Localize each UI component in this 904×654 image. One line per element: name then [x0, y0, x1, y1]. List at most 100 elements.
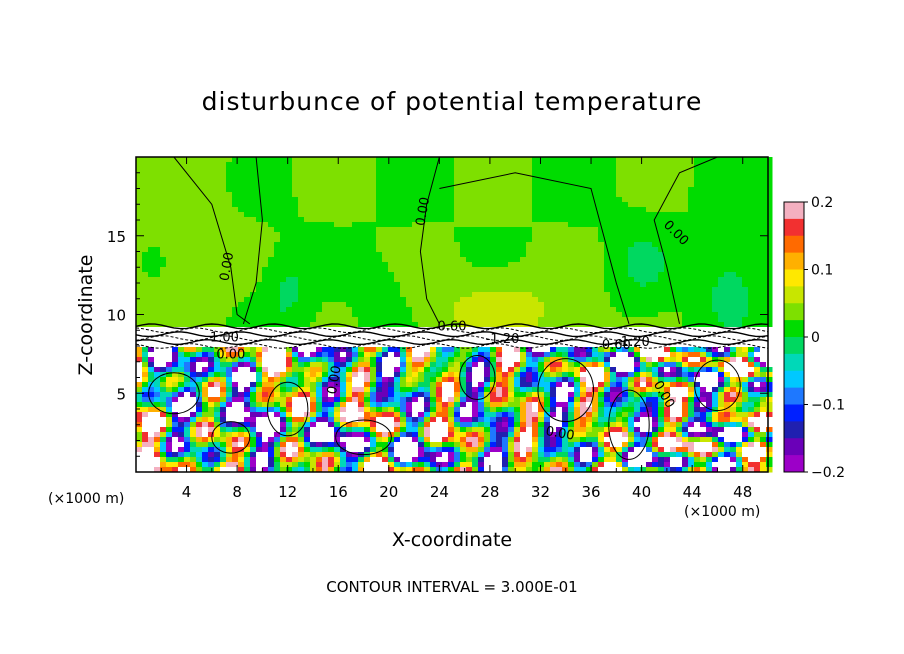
field-cell [292, 377, 299, 383]
field-cell [568, 357, 575, 363]
field-cell [256, 317, 263, 323]
field-cell [502, 262, 509, 268]
field-cell [412, 362, 419, 368]
field-cell [760, 222, 767, 228]
field-cell [562, 307, 569, 313]
field-cell [316, 212, 323, 218]
field-cell [604, 272, 611, 278]
field-cell [682, 162, 689, 168]
field-cell [580, 222, 587, 228]
field-cell [268, 197, 275, 203]
field-cell [148, 157, 155, 163]
field-cell [436, 252, 443, 258]
field-cell [310, 332, 317, 338]
field-cell [394, 352, 401, 358]
field-cell [184, 187, 191, 193]
field-cell [322, 367, 329, 373]
field-cell [592, 337, 599, 343]
field-cell [154, 187, 161, 193]
field-cell [568, 217, 575, 223]
field-cell [736, 367, 743, 373]
field-cell [394, 282, 401, 288]
field-cell [748, 237, 755, 243]
field-cell [280, 237, 287, 243]
field-cell [178, 232, 185, 238]
field-cell [580, 382, 587, 388]
field-cell [454, 242, 461, 248]
field-cell [304, 277, 311, 283]
field-cell [310, 162, 317, 168]
field-cell [394, 222, 401, 228]
field-cell [556, 242, 563, 248]
field-cell [424, 287, 431, 293]
field-cell [472, 207, 479, 213]
field-cell [352, 387, 359, 393]
field-cell [688, 227, 695, 233]
field-cell [286, 167, 293, 173]
field-cell [652, 267, 659, 273]
field-cell [286, 222, 293, 228]
field-cell [238, 352, 245, 358]
field-cell [400, 192, 407, 198]
field-cell [568, 167, 575, 173]
field-cell [280, 292, 287, 298]
field-cell [688, 197, 695, 203]
field-cell [622, 292, 629, 298]
field-cell [760, 242, 767, 248]
field-cell [298, 317, 305, 323]
field-cell [550, 302, 557, 308]
field-cell [628, 307, 635, 313]
field-cell [568, 282, 575, 288]
field-cell [604, 172, 611, 178]
field-cell [454, 222, 461, 228]
field-cell [376, 252, 383, 258]
field-cell [748, 372, 755, 378]
field-cell [226, 287, 233, 293]
field-cell [346, 267, 353, 273]
field-cell [244, 377, 251, 383]
field-cell [544, 357, 551, 363]
field-cell [730, 332, 737, 338]
field-cell [718, 182, 725, 188]
field-cell [172, 302, 179, 308]
field-cell [178, 312, 185, 318]
field-cell [322, 347, 329, 353]
field-cell [400, 227, 407, 233]
field-cell [322, 312, 329, 318]
field-cell [736, 387, 743, 393]
field-cell [754, 172, 761, 178]
field-cell [652, 332, 659, 338]
field-cell [682, 352, 689, 358]
field-cell [184, 382, 191, 388]
field-cell [556, 207, 563, 213]
field-cell [688, 382, 695, 388]
field-cell [538, 217, 545, 223]
field-cell [610, 362, 617, 368]
field-cell [250, 347, 257, 353]
field-cell [742, 352, 749, 358]
field-cell [226, 322, 233, 328]
field-cell [634, 217, 641, 223]
field-cell [358, 307, 365, 313]
field-cell [136, 162, 143, 168]
field-cell [724, 297, 731, 303]
field-cell [226, 232, 233, 238]
field-cell [196, 287, 203, 293]
field-cell [142, 312, 149, 318]
field-cell [196, 237, 203, 243]
field-cell [748, 302, 755, 308]
field-cell [544, 377, 551, 383]
field-cell [388, 167, 395, 173]
field-cell [382, 347, 389, 353]
field-cell [760, 207, 767, 213]
field-cell [712, 322, 719, 328]
field-cell [646, 327, 653, 333]
field-cell [736, 312, 743, 318]
field-cell [586, 257, 593, 263]
field-cell [220, 162, 227, 168]
field-cell [394, 167, 401, 173]
field-cell [154, 242, 161, 248]
field-cell [532, 197, 539, 203]
field-cell [706, 222, 713, 228]
field-cell [580, 337, 587, 343]
